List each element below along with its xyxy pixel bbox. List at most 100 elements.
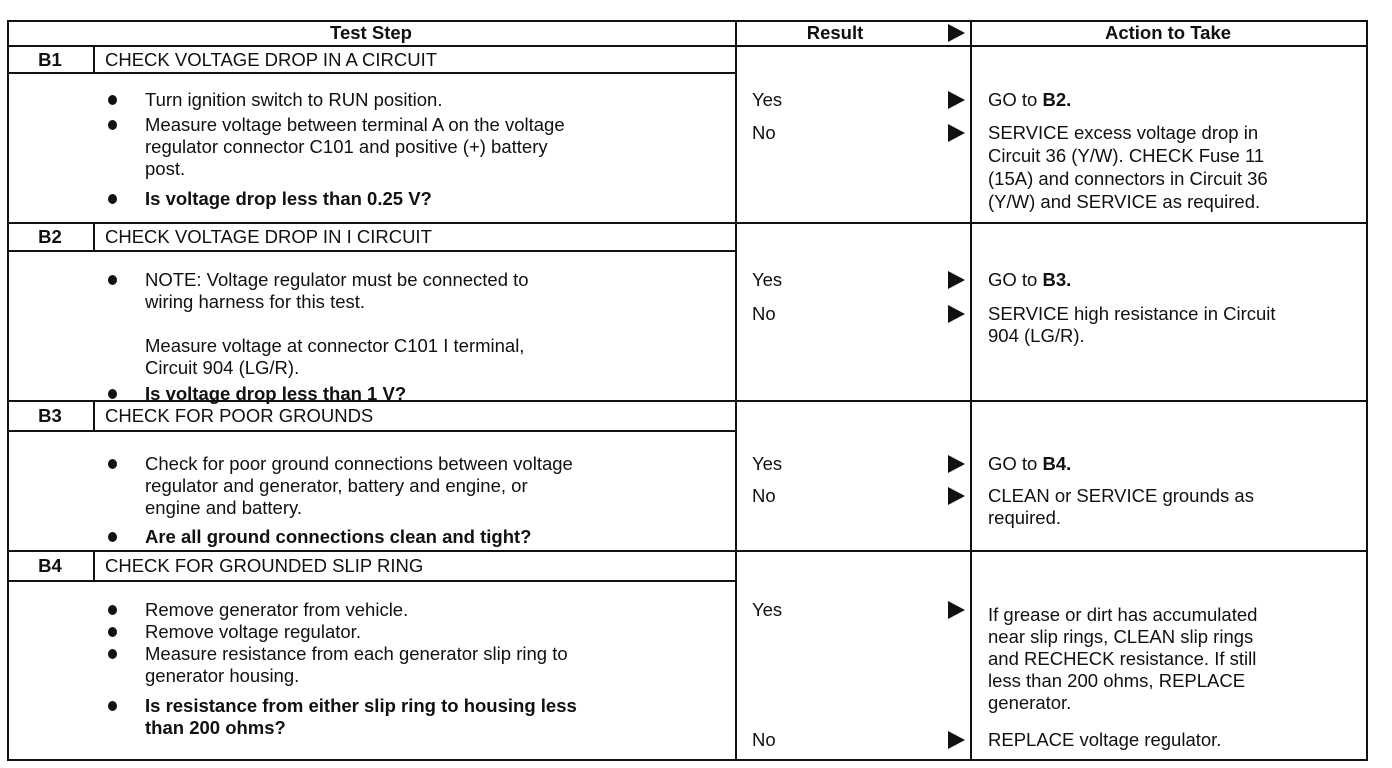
column-divider-action (970, 20, 972, 761)
bullet-icon (108, 389, 117, 399)
action-text: near slip rings, CLEAN slip rings (988, 626, 1254, 647)
arrow-right-icon (948, 487, 965, 505)
action-text: REPLACE voltage regulator. (988, 729, 1222, 750)
bullet-icon (108, 95, 117, 105)
step-instruction-line: than 200 ohms? (145, 717, 286, 738)
action-line: REPLACE voltage regulator. (988, 729, 1221, 751)
step-instruction-line: regulator and generator, battery and eng… (145, 475, 528, 496)
step-instruction-line: Are all ground connections clean and tig… (145, 526, 532, 547)
step-instruction-line: Circuit 904 (LG/R). (145, 357, 300, 378)
action-text: If grease or dirt has accumulated (988, 604, 1258, 625)
step-id: B1 (38, 48, 62, 70)
action-line: (Y/W) and SERVICE as required. (988, 191, 1260, 213)
header-action: Action to Take (1104, 22, 1232, 43)
result-label: No (752, 729, 776, 750)
action-line: (15A) and connectors in Circuit 36 (988, 168, 1268, 190)
result-label: Yes (752, 269, 783, 290)
step-title-divider (7, 250, 737, 252)
step-divider (7, 400, 1368, 402)
action-text-suffix: . (1066, 89, 1072, 110)
action-text: CLEAN or SERVICE grounds as (988, 485, 1254, 506)
action-line: less than 200 ohms, REPLACE (988, 670, 1245, 692)
arrow-right-icon (948, 271, 965, 289)
result-label: Yes (752, 599, 783, 620)
result-label: Yes (752, 453, 783, 474)
action-text-suffix: . (1066, 269, 1072, 290)
step-id-divider (93, 400, 95, 430)
action-line: generator. (988, 692, 1071, 714)
bullet-icon (108, 532, 117, 542)
action-text: GO to (988, 269, 1043, 290)
step-instruction-line: Is voltage drop less than 0.25 V? (145, 188, 432, 209)
step-id-divider (93, 550, 95, 580)
arrow-right-icon (948, 731, 965, 749)
step-title: CHECK FOR GROUNDED SLIP RING (105, 555, 424, 576)
step-instruction-line: Turn ignition switch to RUN position. (145, 89, 443, 110)
step-title-divider (7, 580, 737, 582)
action-text: Circuit 36 (Y/W). CHECK Fuse 11 (988, 145, 1265, 166)
result-label: No (752, 303, 776, 324)
arrow-right-icon (948, 24, 965, 42)
result-label: No (752, 485, 776, 506)
arrow-right-icon (948, 305, 965, 323)
action-text: GO to (988, 453, 1043, 474)
action-text: 904 (LG/R). (988, 325, 1085, 346)
step-instruction-line: Is voltage drop less than 1 V? (145, 383, 407, 404)
action-line: required. (988, 507, 1061, 529)
step-instruction-line: Measure voltage at connector C101 I term… (145, 335, 525, 356)
table-border-right (1366, 20, 1368, 761)
table-border-left (7, 20, 9, 761)
step-title-divider (7, 72, 737, 74)
step-id: B2 (38, 226, 62, 247)
step-instruction-line: regulator connector C101 and positive (+… (145, 136, 548, 157)
action-line: and RECHECK resistance. If still (988, 648, 1256, 670)
bullet-icon (108, 627, 117, 637)
step-reference: B4 (1042, 453, 1067, 474)
bullet-icon (108, 275, 117, 285)
arrow-right-icon (948, 455, 965, 473)
action-text: GO to (988, 89, 1043, 110)
bullet-icon (108, 459, 117, 469)
step-instruction-line: Remove voltage regulator. (145, 621, 361, 642)
bullet-icon (108, 120, 117, 130)
action-text: SERVICE excess voltage drop in (988, 122, 1259, 143)
bullet-icon (108, 605, 117, 615)
action-line: CLEAN or SERVICE grounds as (988, 485, 1254, 507)
step-title: CHECK FOR POOR GROUNDS (105, 405, 374, 426)
arrow-right-icon (948, 601, 965, 619)
step-id: B3 (38, 405, 62, 426)
action-line: SERVICE excess voltage drop in (988, 122, 1258, 144)
header-result: Result (806, 22, 864, 43)
step-title: CHECK VOLTAGE DROP IN A CIRCUIT (105, 48, 438, 70)
bullet-icon (108, 649, 117, 659)
step-reference: B2 (1042, 89, 1067, 110)
step-title: CHECK VOLTAGE DROP IN I CIRCUIT (105, 226, 432, 247)
bullet-icon (108, 701, 117, 711)
step-instruction-line: NOTE: Voltage regulator must be connecte… (145, 269, 529, 290)
arrow-right-icon (948, 124, 965, 142)
action-text: generator. (988, 692, 1072, 713)
action-text-suffix: . (1066, 453, 1072, 474)
action-text: required. (988, 507, 1062, 528)
step-instruction-line: generator housing. (145, 665, 300, 686)
step-instruction-line: wiring harness for this test. (145, 291, 366, 312)
step-divider (7, 222, 1368, 224)
header-test-step: Test Step (330, 22, 412, 43)
action-text: SERVICE high resistance in Circuit (988, 303, 1276, 324)
action-text: (15A) and connectors in Circuit 36 (988, 168, 1268, 189)
table-border-top (7, 20, 1368, 22)
step-title-divider (7, 430, 737, 432)
step-instruction-line: Is resistance from either slip ring to h… (145, 695, 577, 716)
action-line: Circuit 36 (Y/W). CHECK Fuse 11 (988, 145, 1264, 167)
action-line: SERVICE high resistance in Circuit (988, 303, 1276, 325)
action-line: GO to B3. (988, 269, 1071, 291)
result-label: Yes (752, 89, 783, 110)
step-instruction-line: Measure voltage between terminal A on th… (145, 114, 565, 135)
arrow-right-icon (948, 91, 965, 109)
action-line: If grease or dirt has accumulated (988, 604, 1257, 626)
step-instruction-line: post. (145, 158, 186, 179)
step-id-divider (93, 45, 95, 72)
bullet-icon (108, 194, 117, 204)
table-border-bottom (7, 759, 1368, 761)
